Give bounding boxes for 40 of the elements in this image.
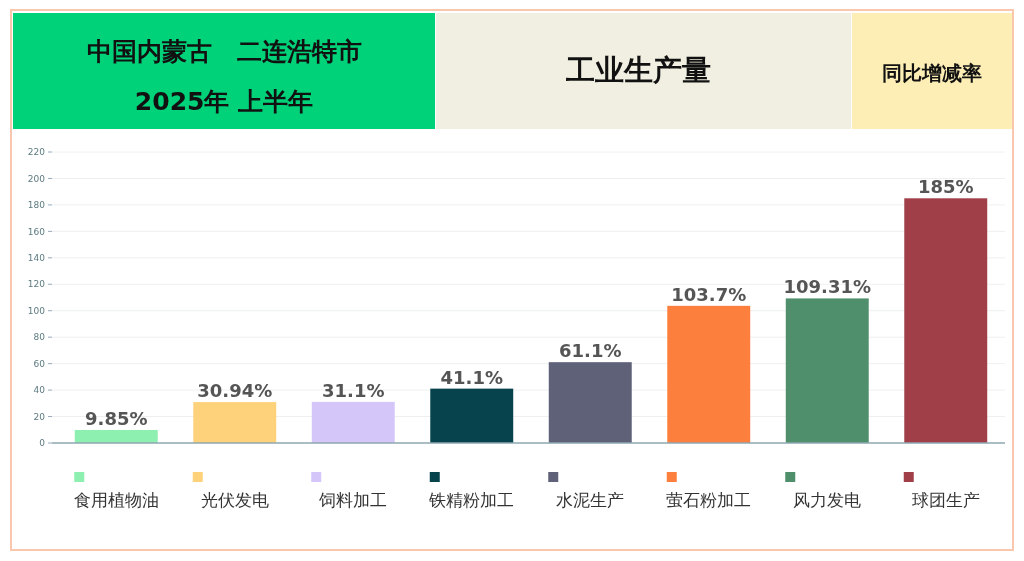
y-tick-label: 100 bbox=[27, 305, 46, 316]
y-tick-label: 160 bbox=[27, 226, 46, 237]
y-tick-label: 40 bbox=[33, 385, 46, 396]
bar bbox=[904, 198, 988, 443]
data-label: 41.1% bbox=[440, 366, 503, 388]
y-tick-label: 60 bbox=[33, 358, 46, 369]
x-tick-label: 饲料加工 bbox=[318, 490, 388, 510]
text: 中国内蒙古 二连浩特市 bbox=[86, 37, 362, 66]
x-tick-label: 球团生产 bbox=[911, 490, 980, 510]
x-tick-label: 萤石粉加工 bbox=[666, 490, 752, 510]
y-tick-label: 200 bbox=[27, 173, 46, 184]
y-tick-label: 180 bbox=[27, 200, 46, 211]
y-tick-label: 20 bbox=[33, 411, 46, 422]
x-tick-label: 光伏发电 bbox=[200, 490, 269, 510]
chart-title: 工业生产量 bbox=[564, 53, 711, 87]
bar bbox=[667, 305, 751, 443]
y-tick-label: 140 bbox=[27, 252, 46, 263]
data-label: 31.1% bbox=[322, 379, 385, 401]
bar bbox=[193, 402, 277, 443]
x-tick-label: 食用植物油 bbox=[73, 490, 159, 510]
bar bbox=[548, 362, 632, 443]
y-tick-label: 0 bbox=[39, 438, 46, 449]
x-tick-label: 水泥生产 bbox=[556, 490, 625, 510]
bar bbox=[74, 429, 158, 443]
y-tick-label: 220 bbox=[27, 147, 46, 158]
text: 同比增减率 bbox=[882, 61, 982, 85]
bar bbox=[785, 298, 869, 443]
y-tick-label: 120 bbox=[27, 279, 46, 290]
text: 2025年 上半年 bbox=[134, 87, 314, 116]
data-label: 61.1% bbox=[559, 340, 622, 362]
bar bbox=[311, 401, 395, 443]
data-label: 185% bbox=[917, 176, 974, 198]
data-label: 30.94% bbox=[197, 380, 273, 402]
x-tick-label: 风力发电 bbox=[793, 490, 862, 510]
data-label: 9.85% bbox=[85, 407, 148, 429]
y-tick-label: 80 bbox=[33, 332, 46, 343]
data-label: 103.7% bbox=[671, 283, 747, 305]
bar bbox=[430, 388, 514, 443]
data-label: 109.31% bbox=[783, 276, 871, 298]
x-tick-label: 铁精粉加工 bbox=[428, 490, 515, 510]
